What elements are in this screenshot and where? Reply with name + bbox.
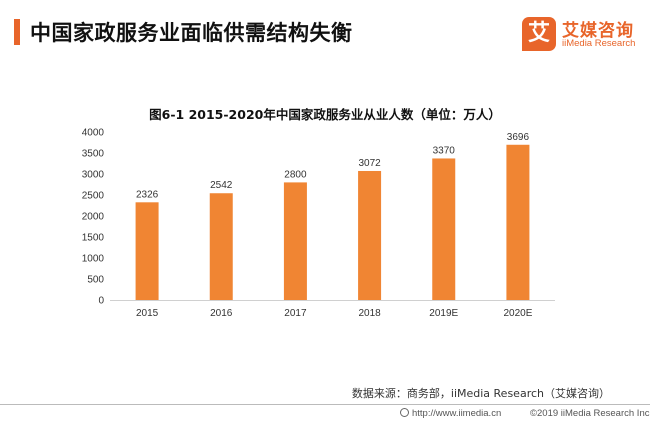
y-tick-label: 3000 [82,170,105,181]
title-accent-bar [14,19,20,45]
bar [209,193,233,300]
footer-url[interactable]: http://www.iimedia.cn [400,408,501,419]
bar-chart: 0 500 1000 1500 2000 2500 3000 3500 4000 2326 2015… [82,128,555,319]
x-tick-label: 2019E [429,308,458,319]
data-source: 数据来源：商务部，iiMedia Research（艾媒咨询） [351,387,610,400]
y-tick-label: 0 [98,296,104,307]
x-tick-label: 2020E [503,308,532,319]
y-tick-label: 2000 [82,212,105,223]
y-tick-label: 1000 [82,254,105,265]
y-tick-label: 1500 [82,233,105,244]
x-tick-label: 2018 [358,308,381,319]
bar [358,170,382,300]
x-tick-label: 2017 [284,308,307,319]
chart-title: 图6-1 2015-2020年中国家政服务业从业人数（单位：万人） [149,107,501,122]
x-tick-label: 2015 [136,308,159,319]
page-title: 中国家政服务业面临供需结构失衡 [30,21,353,45]
data-label: 2542 [210,180,233,191]
logo-name-en: iiMedia Research [562,38,636,49]
logo-name-cn: 艾媒咨询 [562,21,634,41]
data-label: 2800 [284,169,307,180]
footer-divider [0,404,650,405]
bar [432,158,456,300]
bar [283,182,307,300]
logo-badge-icon: 艾 [522,17,556,51]
y-tick-label: 2500 [82,191,105,202]
y-tick-label: 4000 [82,128,105,139]
y-tick-label: 3500 [82,149,105,160]
data-label: 3072 [358,158,381,169]
bar [506,144,530,300]
data-label: 3370 [433,145,456,156]
data-label: 3696 [507,132,530,143]
y-tick-label: 500 [87,275,104,286]
iimedia-logo: 艾 艾媒咨询 iiMedia Research [522,14,642,54]
footer-url-text: http://www.iimedia.cn [412,408,502,419]
globe-icon [400,408,409,417]
footer-copyright: ©2019 iiMedia Research Inc [530,408,650,419]
x-tick-label: 2016 [210,308,233,319]
bar [135,202,159,300]
data-label: 2326 [136,189,159,200]
